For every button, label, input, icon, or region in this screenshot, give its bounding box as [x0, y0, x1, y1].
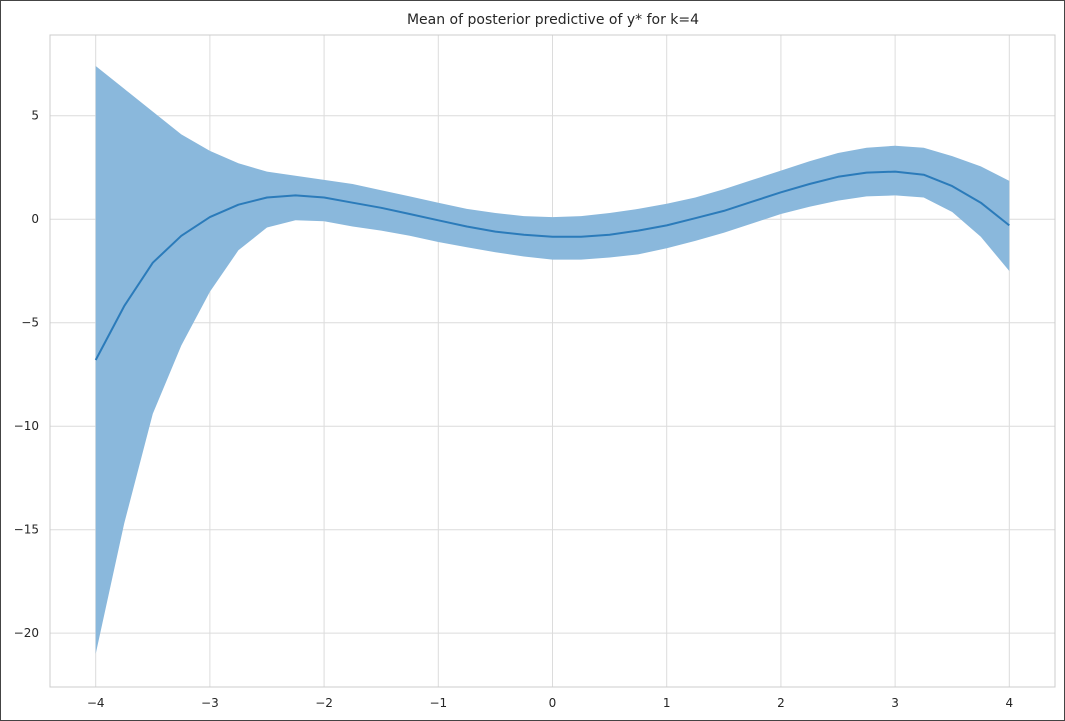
x-tick-label-1: −3 [201, 696, 219, 710]
mean-line-0 [94, 170, 1010, 361]
y-axis-ticks: 5 0 −5 −10 −15 −20 [14, 109, 39, 640]
grid [50, 35, 1055, 687]
y-tick-label-3: −10 [14, 419, 39, 433]
confidence-band-1 [95, 66, 1010, 654]
x-tick-label-8: 4 [1005, 696, 1013, 710]
x-tick-label-5: 1 [663, 696, 671, 710]
chart-title: Mean of posterior predictive of y* for k… [407, 12, 699, 28]
x-tick-label-2: −2 [315, 696, 333, 710]
confidence-bands [95, 66, 1010, 654]
y-tick-label-0: 5 [31, 109, 39, 123]
y-tick-label-2: −5 [21, 316, 39, 330]
x-tick-label-0: −4 [87, 696, 105, 710]
x-axis-ticks: −4 −3 −2 −1 0 1 2 3 4 [87, 696, 1013, 710]
x-tick-label-6: 2 [777, 696, 785, 710]
y-tick-label-1: 0 [31, 212, 39, 226]
mean-lines [94, 170, 1010, 361]
plot-border [49, 34, 1056, 688]
y-tick-label-4: −15 [14, 523, 39, 537]
x-tick-label-4: 0 [549, 696, 557, 710]
x-tick-label-3: −1 [429, 696, 447, 710]
y-tick-label-5: −20 [14, 626, 39, 640]
x-tick-label-7: 3 [891, 696, 899, 710]
